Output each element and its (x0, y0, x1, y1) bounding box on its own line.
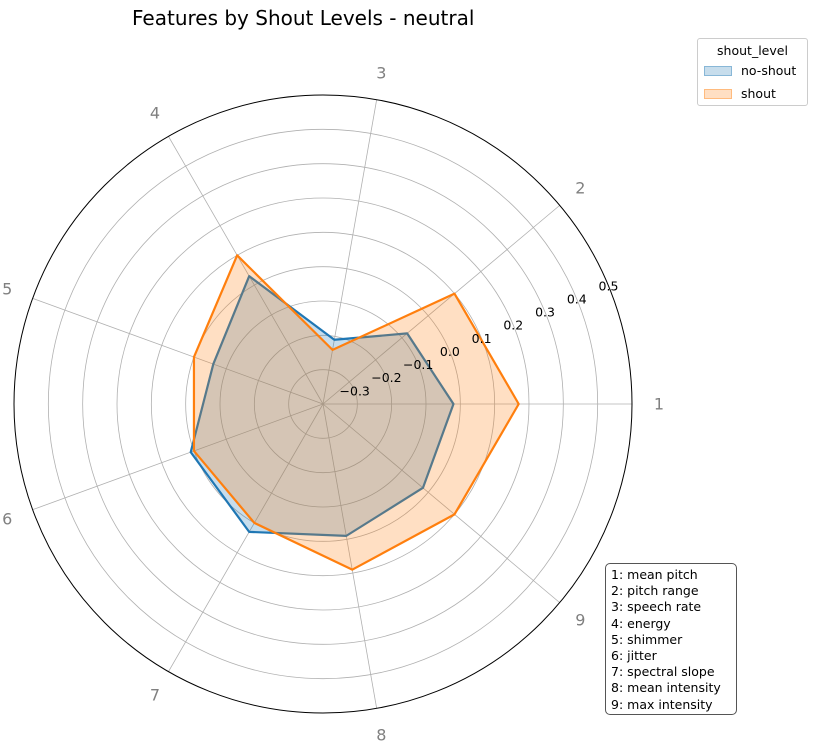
radial-tick-label: 0.0 (440, 344, 460, 359)
category-label: 3 (376, 64, 386, 83)
feature-key-line: 8: mean intensity (611, 680, 721, 696)
angular-gridline (32, 297, 324, 405)
radial-tick-label: −0.1 (403, 357, 433, 372)
radial-tick-label: 0.1 (472, 331, 492, 346)
legend-title: shout_level (717, 43, 788, 58)
radial-tick-label: 0.4 (567, 291, 587, 306)
angular-gridline (322, 205, 560, 405)
legend-swatch-shout (704, 89, 732, 99)
polar-frame (13, 94, 633, 714)
feature-key-line: 4: energy (611, 615, 671, 631)
feature-key-line: 2: pitch range (611, 583, 699, 599)
feature-key-line: 9: max intensity (611, 696, 713, 712)
chart-title: Features by Shout Levels - neutral (132, 6, 475, 30)
angular-gridline (168, 136, 324, 405)
category-label: 7 (150, 685, 160, 704)
feature-key-line: 1: mean pitch (611, 567, 698, 582)
radial-tick-label: 0.5 (599, 278, 619, 293)
category-label: 9 (575, 610, 585, 629)
radial-tick-label: −0.3 (340, 383, 370, 398)
angular-gridline (322, 403, 378, 709)
feature-key-line: 3: speech rate (611, 599, 702, 615)
feature-key-line: 7: spectral slope (611, 664, 715, 680)
feature-key-box: 1: mean pitch 2: pitch range 3: speech r… (605, 563, 737, 715)
series-area-no-shout (190, 276, 454, 536)
angular-gridline (322, 99, 378, 405)
legend-swatch-no-shout (704, 66, 732, 76)
feature-key-line: 5: shimmer (611, 631, 683, 647)
series-area-shout (193, 255, 519, 570)
radial-tick-label: 0.3 (535, 305, 555, 320)
series-line-shout (192, 254, 520, 571)
legend-label-no-shout: no-shout (741, 63, 797, 78)
category-label: 1 (654, 395, 664, 414)
radial-tick-label: −0.2 (371, 370, 401, 385)
series-line-no-shout (189, 275, 455, 537)
legend: shout_level no-shout shout (697, 38, 808, 106)
radial-tick-label: 0.2 (503, 318, 523, 333)
angular-gridline (168, 403, 324, 672)
legend-label-shout: shout (741, 86, 776, 101)
category-label: 8 (376, 725, 386, 744)
angular-gridline (32, 403, 324, 511)
angular-gridline (322, 403, 560, 603)
category-label: 6 (2, 509, 12, 528)
feature-key-line: 6: jitter (611, 648, 657, 664)
category-label: 5 (2, 280, 12, 299)
category-label: 4 (150, 104, 160, 123)
category-label: 2 (575, 179, 585, 198)
